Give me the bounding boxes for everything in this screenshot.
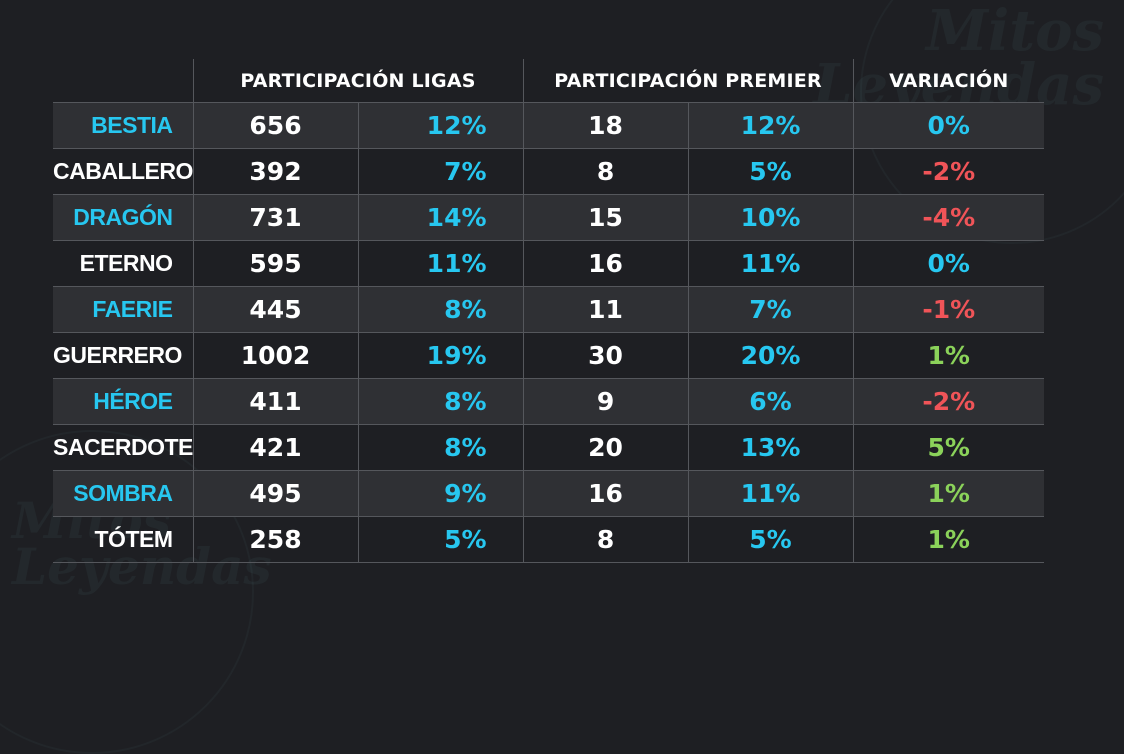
cell-premier-count: 16 bbox=[523, 240, 689, 287]
cell-premier-count: 8 bbox=[523, 516, 689, 563]
table-row: SOMBRA 495 9% 16 11% 1% bbox=[53, 470, 1045, 517]
cell-premier-count: 18 bbox=[523, 102, 689, 149]
cell-ligas-count: 656 bbox=[193, 102, 359, 149]
table-body: BESTIA 656 12% 18 12% 0% CABALLERO 392 7% 8 5% -2% D… bbox=[53, 102, 1045, 563]
cell-premier-count: 11 bbox=[523, 286, 689, 333]
cell-variacion: 0% bbox=[853, 102, 1045, 149]
cell-ligas-percent: 8% bbox=[358, 378, 524, 425]
cell-ligas-percent: 19% bbox=[358, 332, 524, 379]
cell-premier-count: 15 bbox=[523, 194, 689, 241]
cell-ligas-percent: 11% bbox=[358, 240, 524, 287]
cell-category: SOMBRA bbox=[53, 470, 194, 517]
cell-ligas-count: 1002 bbox=[193, 332, 359, 379]
cell-premier-percent: 7% bbox=[688, 286, 854, 333]
header-participacion-ligas: PARTICIPACIÓN LIGAS bbox=[193, 59, 524, 103]
cell-category: GUERRERO bbox=[53, 332, 194, 379]
cell-variacion: -2% bbox=[853, 378, 1045, 425]
cell-category: SACERDOTE bbox=[53, 424, 194, 471]
table-row: SACERDOTE 421 8% 20 13% 5% bbox=[53, 424, 1045, 471]
cell-category: DRAGÓN bbox=[53, 194, 194, 241]
cell-premier-count: 30 bbox=[523, 332, 689, 379]
cell-premier-percent: 5% bbox=[688, 516, 854, 563]
cell-ligas-count: 258 bbox=[193, 516, 359, 563]
participation-table: PARTICIPACIÓN LIGAS PARTICIPACIÓN PREMIE… bbox=[53, 59, 1045, 563]
cell-premier-count: 8 bbox=[523, 148, 689, 195]
cell-category: BESTIA bbox=[53, 102, 194, 149]
cell-variacion: 1% bbox=[853, 470, 1045, 517]
table-row: FAERIE 445 8% 11 7% -1% bbox=[53, 286, 1045, 333]
cell-premier-count: 16 bbox=[523, 470, 689, 517]
cell-premier-percent: 20% bbox=[688, 332, 854, 379]
cell-premier-percent: 12% bbox=[688, 102, 854, 149]
cell-variacion: 1% bbox=[853, 516, 1045, 563]
cell-variacion: -1% bbox=[853, 286, 1045, 333]
cell-ligas-count: 392 bbox=[193, 148, 359, 195]
cell-variacion: -4% bbox=[853, 194, 1045, 241]
cell-ligas-percent: 7% bbox=[358, 148, 524, 195]
table-row: TÓTEM 258 5% 8 5% 1% bbox=[53, 516, 1045, 563]
cell-variacion: 1% bbox=[853, 332, 1045, 379]
cell-category: TÓTEM bbox=[53, 516, 194, 563]
cell-ligas-percent: 5% bbox=[358, 516, 524, 563]
cell-ligas-count: 411 bbox=[193, 378, 359, 425]
cell-premier-percent: 13% bbox=[688, 424, 854, 471]
cell-ligas-count: 595 bbox=[193, 240, 359, 287]
cell-category: HÉROE bbox=[53, 378, 194, 425]
table-row: CABALLERO 392 7% 8 5% -2% bbox=[53, 148, 1045, 195]
watermark-top-line1: Mitos bbox=[925, 0, 1104, 64]
cell-variacion: -2% bbox=[853, 148, 1045, 195]
table-header-row: PARTICIPACIÓN LIGAS PARTICIPACIÓN PREMIE… bbox=[53, 59, 1044, 103]
cell-premier-percent: 6% bbox=[688, 378, 854, 425]
header-participacion-premier: PARTICIPACIÓN PREMIER bbox=[523, 59, 854, 103]
table-row: BESTIA 656 12% 18 12% 0% bbox=[53, 102, 1045, 149]
cell-ligas-percent: 8% bbox=[358, 286, 524, 333]
cell-premier-percent: 10% bbox=[688, 194, 854, 241]
cell-variacion: 5% bbox=[853, 424, 1045, 471]
cell-premier-percent: 11% bbox=[688, 240, 854, 287]
cell-category: CABALLERO bbox=[53, 148, 194, 195]
table-row: HÉROE 411 8% 9 6% -2% bbox=[53, 378, 1045, 425]
cell-premier-percent: 11% bbox=[688, 470, 854, 517]
cell-ligas-count: 495 bbox=[193, 470, 359, 517]
cell-ligas-percent: 8% bbox=[358, 424, 524, 471]
cell-ligas-count: 731 bbox=[193, 194, 359, 241]
cell-ligas-percent: 12% bbox=[358, 102, 524, 149]
header-variacion: VARIACIÓN bbox=[889, 69, 1009, 92]
cell-premier-count: 20 bbox=[523, 424, 689, 471]
cell-premier-percent: 5% bbox=[688, 148, 854, 195]
table-row: ETERNO 595 11% 16 11% 0% bbox=[53, 240, 1045, 287]
cell-ligas-percent: 9% bbox=[358, 470, 524, 517]
cell-premier-count: 9 bbox=[523, 378, 689, 425]
table-row: GUERRERO 1002 19% 30 20% 1% bbox=[53, 332, 1045, 379]
cell-ligas-count: 421 bbox=[193, 424, 359, 471]
cell-ligas-count: 445 bbox=[193, 286, 359, 333]
cell-category: FAERIE bbox=[53, 286, 194, 333]
cell-category: ETERNO bbox=[53, 240, 194, 287]
header-category bbox=[53, 59, 194, 103]
cell-ligas-percent: 14% bbox=[358, 194, 524, 241]
table-row: DRAGÓN 731 14% 15 10% -4% bbox=[53, 194, 1045, 241]
cell-variacion: 0% bbox=[853, 240, 1045, 287]
